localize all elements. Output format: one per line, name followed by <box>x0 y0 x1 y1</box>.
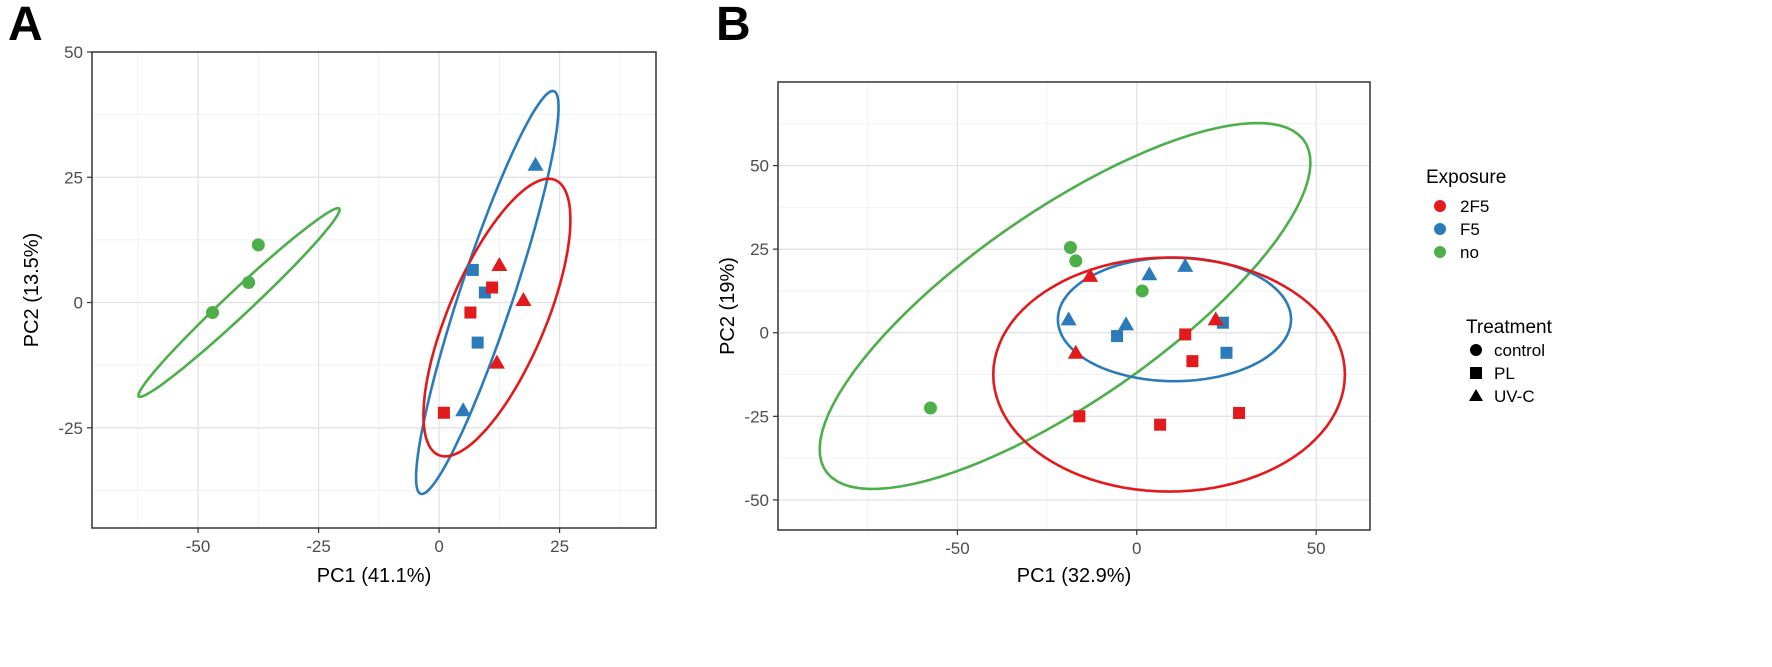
panel-b-point-2f5-uv-c <box>1082 267 1099 282</box>
legend-swatch-no <box>1434 246 1446 258</box>
panel-a-xtick-label: -25 <box>306 537 331 556</box>
legend-label-f5: F5 <box>1460 220 1480 239</box>
panel-a-y-axis-title: PC2 (13.5%) <box>21 233 43 348</box>
legend-exposure-title: Exposure <box>1426 167 1506 188</box>
panel-a-point-f5-uv-c <box>527 156 544 171</box>
panel-b-x-axis-title: PC1 (32.9%) <box>1017 565 1132 587</box>
panel-b-point-f5-uv-c <box>1141 266 1158 281</box>
legend-triangle-icon <box>1469 389 1483 401</box>
legend-label-uvc: UV-C <box>1494 387 1535 406</box>
panel-a-ellipse-2f5 <box>422 177 572 458</box>
panel-a-point-2f5-pl <box>437 406 450 419</box>
panel-b-y-axis-title: PC2 (19%) <box>717 257 739 355</box>
panel-b-point-f5-uv-c <box>1177 257 1194 272</box>
panel-a-ytick-label: 0 <box>74 294 83 313</box>
panel-a-x-axis-title: PC1 (41.1%) <box>317 565 432 587</box>
panel-b-point-2f5-uv-c <box>1067 344 1084 359</box>
panel-a-label: A <box>8 0 43 51</box>
panel-b-point-no-control <box>1069 254 1083 268</box>
panel-b-point-f5-pl <box>1111 330 1124 343</box>
panel-b-xtick-label: 0 <box>1132 539 1141 558</box>
panel-a-point-2f5-uv-c <box>488 354 505 369</box>
panel-a-point-2f5-pl <box>486 281 499 294</box>
panel-b-point-f5-uv-c <box>1118 316 1135 331</box>
panel-a-xtick-label: -50 <box>186 537 211 556</box>
panel-a-point-2f5-uv-c <box>515 292 532 307</box>
panel-b-ytick-label: 50 <box>750 157 769 176</box>
panel-b-xtick-label: 50 <box>1307 539 1326 558</box>
panel-a-ellipse-no <box>137 206 341 399</box>
panel-b-point-no-control <box>1135 284 1149 298</box>
panel-b-label: B <box>716 0 751 51</box>
panel-a-xtick-label: 0 <box>434 537 443 556</box>
panel-a-ytick-label: -25 <box>58 419 83 438</box>
legend-label-no: no <box>1460 243 1479 262</box>
panel-b-ellipse-no <box>818 121 1312 491</box>
panel-b-ytick-label: 0 <box>760 324 769 343</box>
panel-a-point-no-control <box>242 275 256 289</box>
panel-a-point-f5-pl <box>471 336 484 349</box>
panel-a-plot: -50 -25 0 25 50 25 0 -25 PC1 (41.1%) PC2 (13.5%) <box>21 43 657 587</box>
panel-b-xtick-label: -50 <box>945 539 970 558</box>
panel-a-point-2f5-pl <box>464 306 477 319</box>
panel-b-point-f5-uv-c <box>1060 311 1077 326</box>
panel-a-ytick-label: 25 <box>64 168 83 187</box>
legend-circle-icon <box>1470 344 1482 356</box>
panel-a-point-f5-uv-c <box>455 402 472 417</box>
panel-a-xtick-label: 25 <box>550 537 569 556</box>
panel-b-ytick-label: -50 <box>744 491 769 510</box>
panel-b-point-2f5-pl <box>1073 410 1086 423</box>
panel-b-point-2f5-pl <box>1179 328 1192 341</box>
panel-b-point-f5-pl <box>1220 346 1233 359</box>
panel-b-point-2f5-pl <box>1186 355 1199 368</box>
panel-b-ytick-label: 25 <box>750 240 769 259</box>
panel-a-frame <box>91 51 657 529</box>
panel-b-frame <box>777 81 1371 531</box>
legend-square-icon <box>1470 367 1482 379</box>
panel-b-point-2f5-uv-c <box>1207 311 1224 326</box>
panel-b-plot: -50 0 50 50 25 0 -25 -50 PC1 (32.9%) PC2 (19%) <box>717 81 1371 587</box>
legend-swatch-2f5 <box>1434 200 1446 212</box>
legend-label-pl: PL <box>1494 364 1515 383</box>
legend-label-2f5: 2F5 <box>1460 197 1489 216</box>
panel-b-ellipse-2f5 <box>991 256 1347 493</box>
legend-swatch-f5 <box>1434 223 1446 235</box>
legend-treatment-title: Treatment <box>1466 317 1553 338</box>
panel-b-point-no-control <box>923 401 937 415</box>
panel-a-point-no-control <box>206 306 220 320</box>
panel-a-point-f5-pl <box>466 263 479 276</box>
panel-b-point-2f5-pl <box>1154 418 1167 431</box>
panel-b-point-no-control <box>1063 240 1077 254</box>
panel-b-point-2f5-pl <box>1233 406 1246 419</box>
panel-b-ytick-label: -25 <box>744 407 769 426</box>
panel-a-point-no-control <box>251 238 265 252</box>
legend: Exposure 2F5 F5 no Treatment control PL … <box>1426 167 1553 406</box>
panel-a-point-2f5-uv-c <box>491 256 508 271</box>
panel-a-ellipse-f5 <box>414 89 560 496</box>
legend-label-control: control <box>1494 341 1545 360</box>
panel-a-ytick-label: 50 <box>64 43 83 62</box>
